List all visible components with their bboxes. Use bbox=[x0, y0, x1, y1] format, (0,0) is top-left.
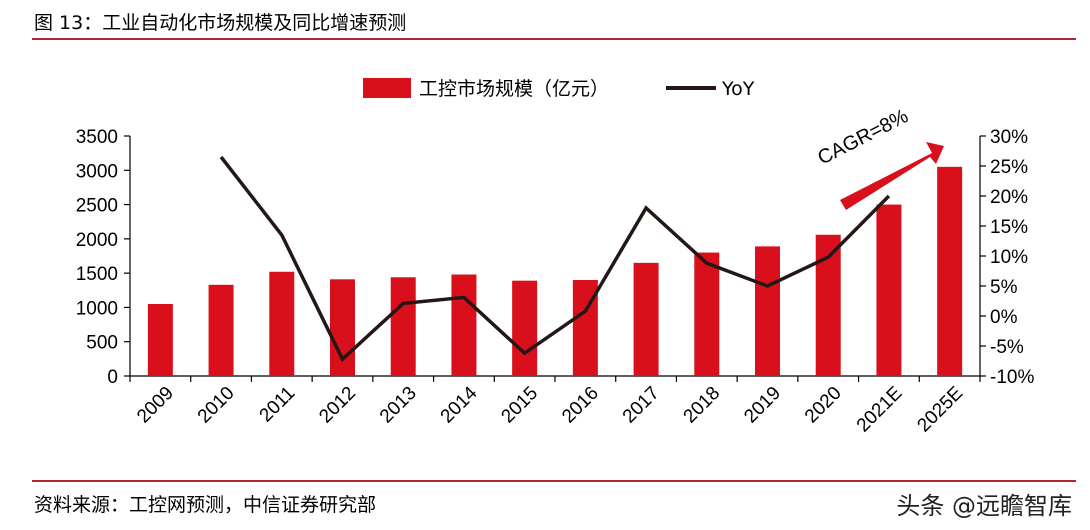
right-axis-tick-label: 5% bbox=[990, 277, 1018, 298]
top-rule bbox=[32, 38, 1076, 40]
x-axis-tick-label: 2020 bbox=[801, 383, 846, 428]
legend-bar-label: 工控市场规模（亿元） bbox=[419, 78, 609, 100]
right-axis-tick-label: 0% bbox=[990, 307, 1018, 328]
bar bbox=[208, 284, 234, 376]
bar bbox=[147, 304, 173, 376]
left-axis-tick-label: 1000 bbox=[76, 298, 118, 319]
x-axis-tick-label: 2021E bbox=[853, 383, 907, 437]
x-axis-tick-label: 2011 bbox=[256, 383, 300, 427]
x-axis-tick-label: 2014 bbox=[437, 382, 482, 427]
left-axis-tick-label: 2500 bbox=[76, 196, 118, 217]
left-axis-tick-label: 1500 bbox=[76, 264, 118, 285]
bar bbox=[876, 204, 902, 376]
left-axis-tick-label: 500 bbox=[86, 333, 118, 354]
bar bbox=[269, 271, 295, 376]
cagr-annotation: CAGR=8% bbox=[814, 105, 944, 210]
legend-line-label: YoY bbox=[721, 78, 755, 100]
x-axis-tick-label: 2016 bbox=[558, 383, 603, 428]
right-axis: -10% -5% 0% 5% 10% 15% 20% 25% 30% bbox=[979, 127, 1034, 388]
x-axis: 2009 2010 2011 2012 2013 2014 2015 2016 2017 2018… bbox=[129, 375, 981, 437]
left-axis-tick-label: 3500 bbox=[76, 127, 118, 148]
watermark: 头条 @远瞻智库 bbox=[896, 492, 1072, 520]
left-axis-tick-label: 2000 bbox=[76, 230, 118, 251]
x-axis-tick-label: 2013 bbox=[376, 383, 421, 428]
cagr-label: CAGR=8% bbox=[814, 105, 912, 169]
bar bbox=[694, 252, 720, 376]
x-axis-tick-label: 2010 bbox=[194, 383, 239, 428]
x-axis-tick-label: 2025E bbox=[913, 383, 967, 437]
left-axis-tick-label: 3000 bbox=[76, 161, 118, 182]
right-axis-tick-label: 15% bbox=[990, 217, 1028, 238]
source-note: 资料来源：工控网预测，中信证券研究部 bbox=[34, 494, 377, 516]
combo-chart: 工控市场规模（亿元） YoY 0 500 1000 1500 2000 2500 3000 3… bbox=[76, 78, 1034, 437]
cagr-arrow bbox=[840, 142, 944, 210]
figure-title: 图 13：工业自动化市场规模及同比增速预测 bbox=[34, 12, 407, 34]
bar bbox=[390, 277, 416, 376]
legend-bar-swatch bbox=[363, 78, 411, 98]
bar-series bbox=[147, 166, 963, 376]
left-axis: 0 500 1000 1500 2000 2500 3000 3500 bbox=[76, 127, 131, 388]
bar bbox=[755, 246, 780, 376]
x-axis-tick-label: 2012 bbox=[315, 383, 360, 428]
yoy-line bbox=[219, 155, 891, 363]
bar bbox=[451, 274, 477, 376]
right-axis-tick-label: 20% bbox=[990, 187, 1028, 208]
x-axis-tick-label: 2015 bbox=[497, 383, 542, 428]
right-axis-tick-label: 30% bbox=[990, 127, 1028, 148]
right-axis-tick-label: 10% bbox=[990, 247, 1028, 268]
bar bbox=[512, 280, 538, 376]
right-axis-tick-label: -5% bbox=[990, 337, 1024, 358]
legend: 工控市场规模（亿元） YoY bbox=[363, 78, 755, 100]
right-axis-tick-label: 25% bbox=[990, 157, 1028, 178]
x-axis-tick-label: 2018 bbox=[680, 383, 725, 428]
x-axis-tick-label: 2017 bbox=[619, 383, 664, 428]
left-axis-tick-label: 0 bbox=[107, 367, 118, 388]
x-axis-tick-label: 2009 bbox=[133, 383, 178, 428]
bar bbox=[937, 166, 963, 376]
bottom-rule bbox=[32, 480, 1076, 482]
x-axis-tick-label: 2019 bbox=[740, 383, 785, 428]
right-axis-tick-label: -10% bbox=[990, 367, 1034, 388]
yoy-line-series bbox=[219, 155, 891, 363]
bar bbox=[633, 262, 659, 376]
